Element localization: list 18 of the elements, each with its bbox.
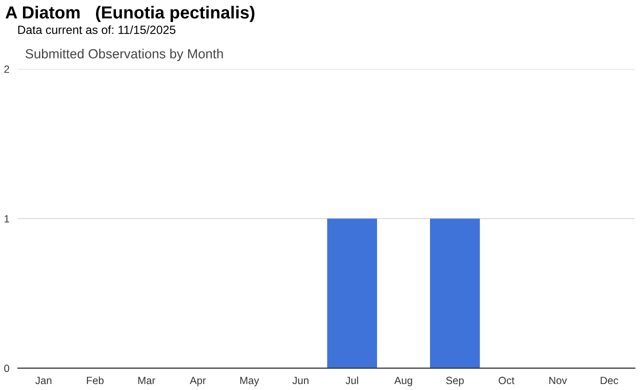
x-tick-label: Mar <box>138 376 156 384</box>
x-tick-label: Jan <box>35 376 52 384</box>
x-tick-label: Jun <box>292 376 308 384</box>
chart-title: A Diatom (Eunotia pectinalis) <box>6 6 254 22</box>
x-tick-label: Feb <box>86 376 104 384</box>
x-tick-label: Aug <box>394 376 412 386</box>
y-tick-label: 2 <box>4 66 10 73</box>
x-tick-label: Oct <box>498 376 514 384</box>
x-tick-label: Apr <box>190 376 206 386</box>
x-tick-label: Jul <box>346 376 358 384</box>
x-tick-label: Nov <box>549 376 567 384</box>
y-tick-label: 1 <box>4 215 10 222</box>
x-tick-label: Sep <box>446 376 464 386</box>
text: Submitted Observations by Month <box>26 48 223 62</box>
chart-subtitle: Data current as of: 11/15/2025 <box>18 25 176 34</box>
y-tick-label: 0 <box>4 364 10 372</box>
x-tick-label: Dec <box>600 376 618 384</box>
x-tick-label: May <box>240 376 260 386</box>
